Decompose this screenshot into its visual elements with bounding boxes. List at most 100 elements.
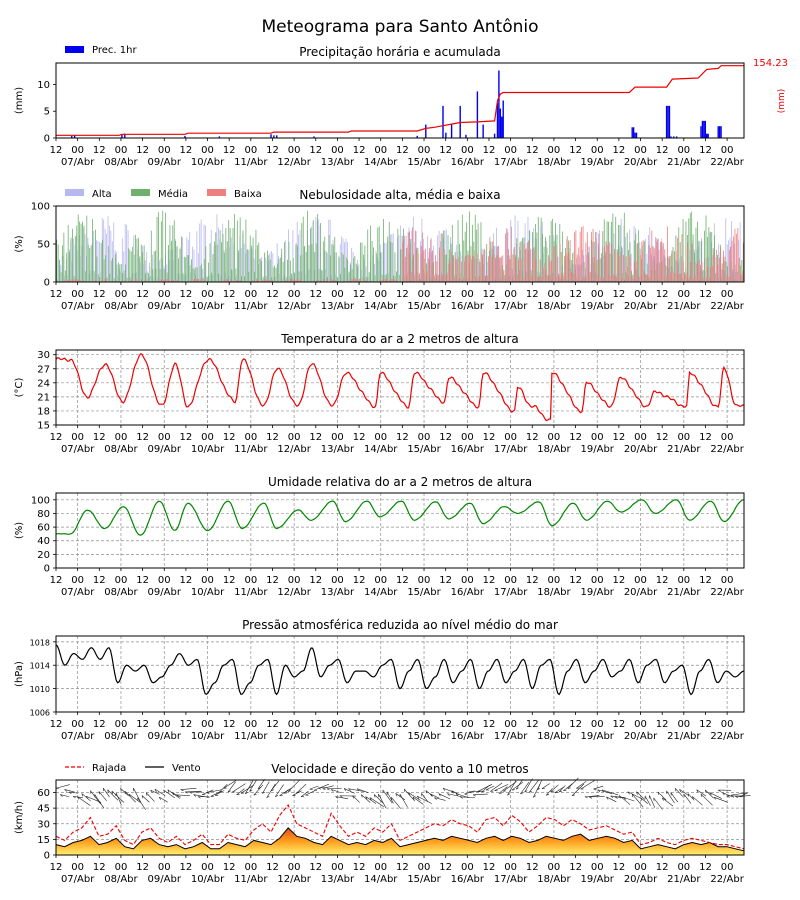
cloud-bar <box>194 278 195 282</box>
cloud-bar <box>572 273 574 282</box>
cloud-bar <box>582 225 584 282</box>
x-date-label: 22/Abr <box>710 301 744 312</box>
cloud-bar <box>177 280 178 282</box>
wind-arrow-head <box>150 789 153 793</box>
y-tick-label: 30 <box>37 819 50 830</box>
cloud-bar <box>153 251 155 282</box>
cloud-bar <box>392 233 394 282</box>
cloud-bar <box>576 254 578 282</box>
wind-arrow-head <box>657 791 660 795</box>
cloud-bar <box>461 214 463 282</box>
cloud-bar <box>594 257 595 282</box>
cloud-bar <box>548 255 550 282</box>
wind-arrow <box>731 792 748 796</box>
x-tick-label: 00 <box>201 862 214 873</box>
x-date-label: 07/Abr <box>61 587 95 598</box>
cloud-bar <box>228 220 230 282</box>
x-tick-label: 12 <box>309 719 322 730</box>
wind-arrow-head <box>365 796 368 800</box>
x-tick-label: 12 <box>483 289 496 300</box>
x-tick-label: 00 <box>71 432 84 443</box>
wind-arrow-head <box>726 795 730 798</box>
cloud-bar <box>221 242 222 282</box>
wind-arrow-head <box>318 787 322 790</box>
cloud-bar <box>733 243 735 282</box>
x-tick-label: 00 <box>331 862 344 873</box>
x-tick-label: 00 <box>115 575 128 586</box>
cloud-bar <box>232 227 234 282</box>
precip-bar <box>700 126 702 138</box>
cloud-bar <box>64 270 66 282</box>
cloud-bar <box>452 255 453 282</box>
pressure-line <box>55 644 745 696</box>
cloud-bar <box>680 255 682 282</box>
x-tick-label: 12 <box>266 145 279 156</box>
cloud-bar <box>199 278 201 282</box>
wind-arrow <box>412 796 424 805</box>
cloud-bar <box>631 276 633 282</box>
wind-arrow <box>68 791 79 794</box>
wind-arrow <box>593 785 604 790</box>
cloud-bar <box>467 255 469 282</box>
cloud-bar <box>360 242 361 282</box>
cloud-bar <box>357 280 359 282</box>
x-tick-label: 12 <box>50 289 63 300</box>
precip-bar <box>720 126 722 138</box>
wind-arrow <box>692 796 703 806</box>
cloud-bar <box>725 261 727 282</box>
cloud-bar <box>599 230 601 282</box>
x-tick-label: 12 <box>309 575 322 586</box>
x-tick-label: 00 <box>418 575 431 586</box>
cloud-bar <box>737 228 739 282</box>
cloud-bar <box>680 273 681 282</box>
cloud-bar <box>516 274 518 282</box>
cloud-bar <box>688 218 690 282</box>
wind-arrow-head <box>730 794 735 797</box>
cloud-bar <box>490 257 492 282</box>
cloud-bar <box>545 269 547 282</box>
cloud-bar <box>318 219 320 282</box>
x-tick-label: 12 <box>353 289 366 300</box>
cloud-bar <box>210 229 212 282</box>
x-tick-label: 00 <box>634 719 647 730</box>
cloud-bar <box>411 230 413 282</box>
cloud-bar <box>570 259 572 282</box>
wind-arrow <box>666 790 675 804</box>
panel-5: Velocidade e direção do vento a 10 metro… <box>14 762 751 885</box>
wind-arrow-head <box>696 789 699 793</box>
wind-arrow <box>602 789 619 796</box>
x-date-label: 16/Abr <box>451 157 485 168</box>
cloud-bar <box>99 277 101 282</box>
wind-arrow-head <box>438 793 441 797</box>
cloud-bar <box>191 259 192 282</box>
wind-arrow-head <box>597 789 601 793</box>
cloud-bar <box>173 220 175 282</box>
cloud-bar <box>451 224 453 282</box>
cloud-bar <box>514 215 516 282</box>
cloud-bar <box>201 263 202 282</box>
cloud-bar <box>344 242 345 282</box>
cloud-bar <box>375 253 377 282</box>
precip-bar <box>668 105 671 138</box>
cloud-bar <box>126 277 128 282</box>
wind-arrow-head <box>352 795 354 799</box>
cloud-bar <box>619 251 621 282</box>
x-tick-label: 12 <box>613 862 626 873</box>
cloud-bar <box>383 278 385 282</box>
cloud-bar <box>132 246 134 282</box>
legend-swatch <box>131 189 150 196</box>
x-tick-label: 00 <box>374 575 387 586</box>
wind-arrow <box>146 792 155 802</box>
cloud-bar <box>559 244 561 282</box>
wind-arrow-head <box>167 789 170 793</box>
wind-arrow-head <box>330 789 334 792</box>
cloud-bar <box>318 268 320 282</box>
cloud-bar <box>498 245 499 282</box>
legend-label: Média <box>158 188 188 200</box>
cloud-bar <box>333 279 335 282</box>
wind-arrow-head <box>524 790 528 793</box>
x-date-label: 13/Abr <box>321 157 355 168</box>
cloud-bar <box>168 245 169 282</box>
x-tick-label: 00 <box>504 575 517 586</box>
cloud-bar <box>113 222 115 282</box>
